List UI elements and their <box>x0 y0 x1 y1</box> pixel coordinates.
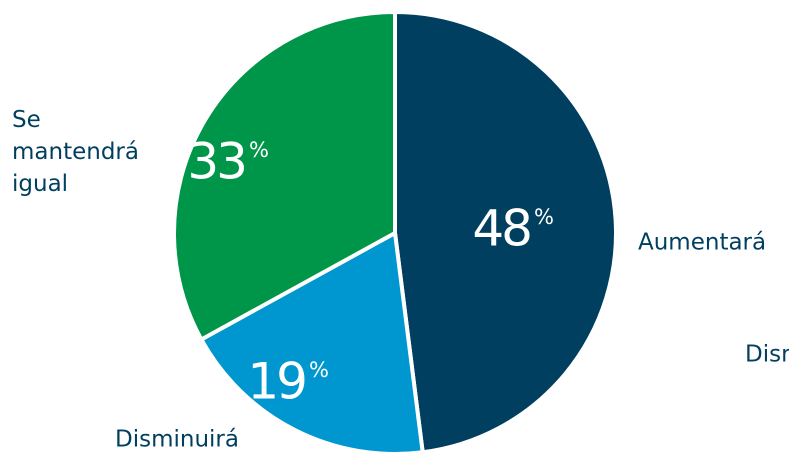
category-label: Se mantendrá igual <box>12 107 146 197</box>
category-label: Aumentará <box>638 230 766 256</box>
value-unit: % <box>249 138 269 162</box>
value-label: 33 <box>187 133 245 191</box>
pie-slice <box>393 9 618 455</box>
value-label: 48 <box>472 200 530 258</box>
value-unit: % <box>534 205 554 229</box>
value-label: 19 <box>247 353 305 411</box>
pie-slice <box>198 229 425 456</box>
category-label-line: mantendrá <box>12 139 146 165</box>
category-label: Disminuirá <box>115 427 239 453</box>
category-label-line: Se <box>12 107 48 133</box>
value-unit: % <box>309 358 329 382</box>
category-label-line: igual <box>12 171 68 197</box>
pie-slice <box>172 9 397 343</box>
annotation: Disminuirá <box>745 342 789 368</box>
